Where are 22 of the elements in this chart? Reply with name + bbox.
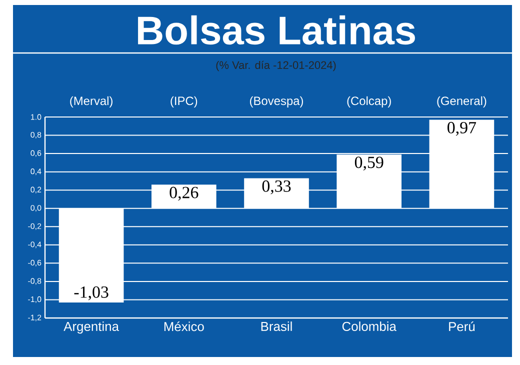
text: (IPC)	[170, 96, 198, 108]
bar	[244, 178, 309, 208]
data-label: 0,33	[262, 180, 291, 194]
chart-subtitle: (% Var. día -12-01-2024)	[216, 60, 336, 72]
bar	[429, 120, 494, 208]
text: (Bovespa)	[250, 96, 303, 108]
bar	[151, 184, 216, 208]
bar	[336, 154, 402, 208]
x-tick-label: Brasil	[261, 322, 292, 332]
x-tick-label: Perú	[449, 322, 475, 332]
data-label: 0,97	[448, 122, 476, 136]
data-label: 0,26	[170, 186, 198, 201]
bar	[58, 208, 124, 302]
x-tick-label: Argentina	[64, 322, 120, 334]
data-label: 0,59	[354, 156, 384, 171]
text: (Colcap)	[347, 96, 391, 108]
text: (Merval)	[70, 96, 112, 108]
x-tick-label: Colombia	[342, 322, 396, 332]
chart-title: Bolsas Latinas	[138, 15, 415, 45]
x-tick-label: México	[164, 322, 204, 332]
text: (General)	[437, 96, 486, 108]
data-label: -1,03	[74, 286, 108, 300]
